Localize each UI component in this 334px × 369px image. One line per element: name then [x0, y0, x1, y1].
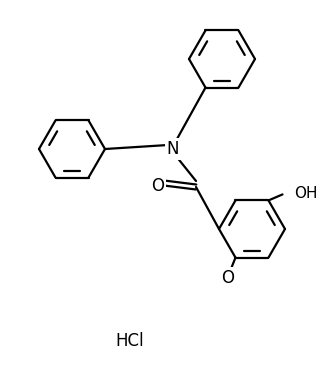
Text: N: N: [167, 140, 179, 158]
Text: O: O: [152, 177, 165, 195]
Text: O: O: [221, 269, 234, 287]
Text: HCl: HCl: [116, 332, 144, 350]
Text: OH: OH: [295, 186, 318, 201]
